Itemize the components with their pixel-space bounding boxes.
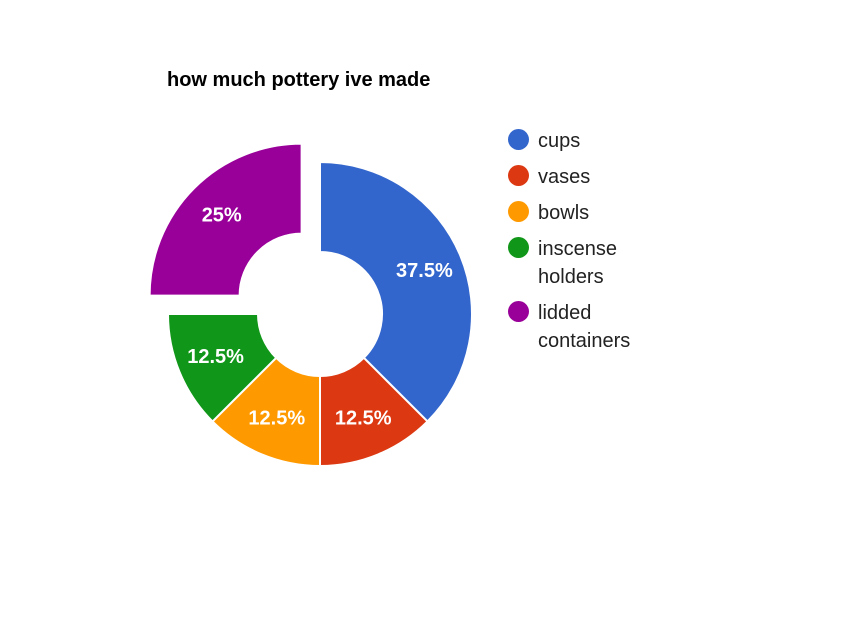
slice-lidded-containers[interactable] (148, 142, 303, 297)
slice-label-lidded-containers: 25% (202, 205, 242, 227)
legend-item-cups[interactable]: cups (508, 127, 728, 155)
legend-swatch-icon (508, 165, 529, 186)
legend-swatch-icon (508, 237, 529, 258)
slice-cups[interactable] (319, 160, 473, 423)
legend-item-inscense-holders[interactable]: inscense holders (508, 235, 728, 291)
legend-label: inscense holders (538, 238, 617, 288)
legend-label: lidded containers (538, 302, 631, 352)
legend: cups vases bowls inscense holders lidded con… (508, 127, 728, 363)
slice-label-bowls: 12.5% (248, 407, 305, 429)
legend-item-lidded-containers[interactable]: lidded containers (508, 299, 728, 355)
slice-label-vases: 12.5% (335, 407, 392, 429)
legend-label: vases (538, 166, 591, 188)
legend-item-vases[interactable]: vases (508, 163, 728, 191)
legend-label: bowls (538, 202, 590, 224)
slice-label-inscense-holders: 12.5% (187, 346, 244, 368)
legend-label: cups (538, 130, 581, 152)
legend-item-bowls[interactable]: bowls (508, 199, 728, 227)
chart-title: how much pottery ive made (167, 69, 431, 91)
slice-label-cups: 37.5% (396, 260, 453, 282)
legend-swatch-icon (508, 129, 529, 150)
legend-swatch-icon (508, 301, 529, 322)
legend-swatch-icon (508, 201, 529, 222)
slice-inscense-holders[interactable] (166, 313, 278, 423)
